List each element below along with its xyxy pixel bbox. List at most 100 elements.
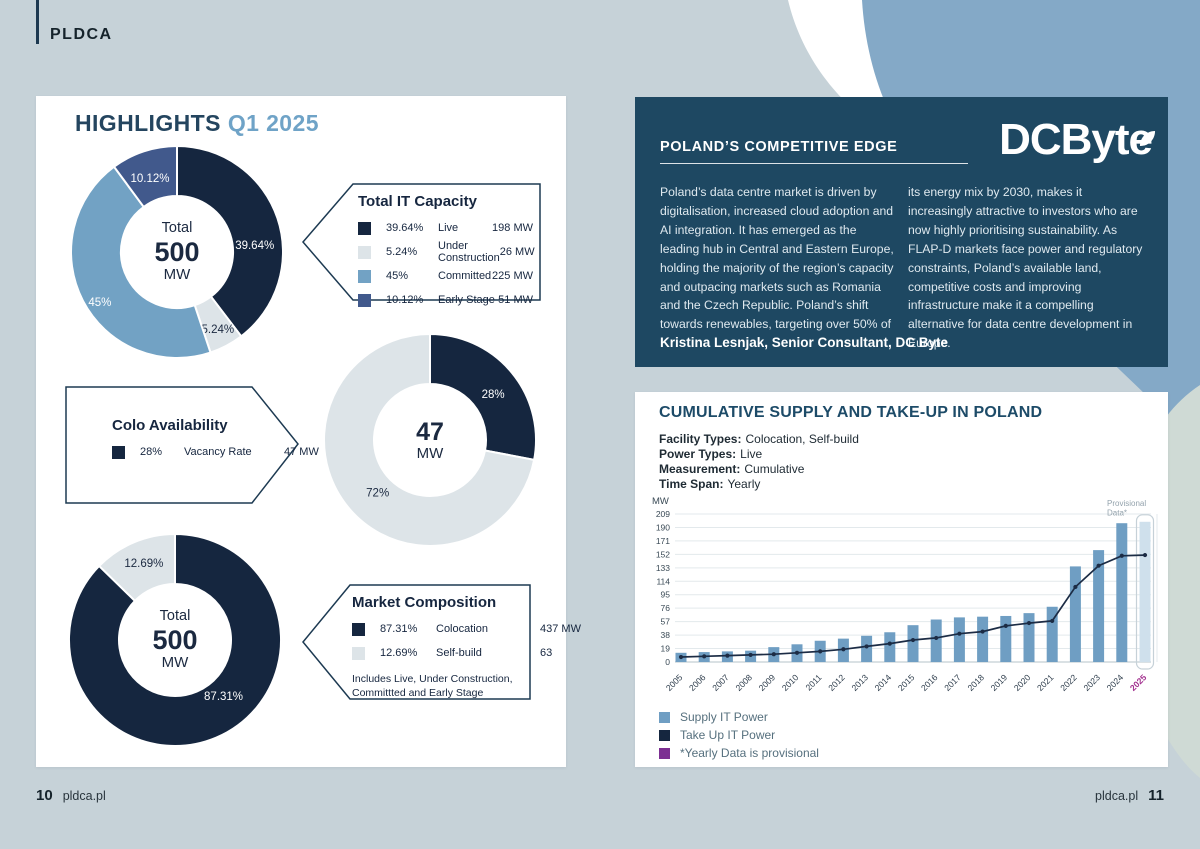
legend-name: Early Stage	[438, 294, 495, 306]
legend-row: 87.31% Colocation 437 MW	[352, 617, 581, 641]
meta-time-span: Time Span: Yearly	[659, 477, 859, 492]
pie-slice-label: 39.64%	[235, 240, 274, 252]
highlights-title: HIGHLIGHTS Q1 2025	[75, 110, 319, 137]
callout-note: Includes Live, Under Construction, Commi…	[352, 673, 513, 700]
donut-colo-availability: 28% 72% 47 MW	[322, 332, 538, 548]
chart-legend-row: Take Up IT Power	[659, 726, 819, 744]
legend-swatch	[358, 269, 371, 283]
donut-colo-availability-svg: 28% 72%	[323, 332, 537, 547]
y-tick-label: 95	[661, 590, 671, 600]
legend-percent: 28%	[140, 446, 163, 458]
x-tick-label: 2012	[826, 672, 847, 693]
legend-mw: 63	[540, 647, 553, 659]
chart-legend-label: Take Up IT Power	[680, 728, 776, 742]
legend-mw: 26 MW	[499, 246, 535, 258]
total-it-capacity-box: Total IT Capacity 39.64% Live 198 MW 5.24% U…	[300, 178, 543, 307]
y-tick-label: 57	[661, 617, 671, 627]
callout-title: Total IT Capacity	[358, 193, 477, 210]
pie-slice	[70, 165, 212, 359]
y-tick-label: 171	[656, 536, 670, 546]
x-tick-label: 2007	[710, 672, 731, 693]
x-tick-label: 2018	[965, 672, 986, 693]
supply-chart-filters: Facility Types: Colocation, Self-build Po…	[659, 432, 859, 492]
meta-power-types: Power Types: Live	[659, 447, 859, 462]
x-tick-label: 2005	[664, 672, 685, 693]
takeup-point	[1003, 623, 1008, 628]
takeup-point	[1073, 584, 1078, 590]
legend-name: Under Construction	[438, 240, 500, 264]
y-tick-label: 114	[656, 576, 670, 586]
takeup-point	[702, 654, 707, 659]
legend-row: 39.64% Live 198 MW	[358, 216, 533, 240]
legend-percent: 39.64%	[386, 222, 424, 234]
pie-slice-label: 87.31%	[204, 691, 243, 703]
takeup-point	[1142, 552, 1148, 558]
supply-bar	[1000, 615, 1012, 662]
site-link-right[interactable]: pldca.pl	[1095, 789, 1139, 803]
meta-value: Cumulative	[744, 462, 805, 476]
donut-market-composition: 87.31% 12.69% Total 500 MW	[67, 532, 283, 748]
legend-name: Live	[438, 222, 459, 234]
pie-slice	[97, 532, 176, 603]
x-tick-label: 2015	[896, 672, 917, 693]
supply-bar	[1116, 523, 1128, 662]
cumulative-supply-card: CUMULATIVE SUPPLY AND TAKE-UP IN POLAND …	[635, 392, 1168, 767]
market-composition-box: Market Composition 87.31% Colocation 437 M…	[300, 582, 581, 702]
donut-market-composition-svg: 87.31% 12.69%	[68, 532, 282, 747]
y-tick-label: 133	[656, 563, 670, 573]
pie-slice-label: 28%	[482, 389, 505, 401]
legend-percent: 87.31%	[380, 623, 418, 635]
x-tick-label: 2006	[687, 672, 708, 693]
edge-paragraph-col1: Poland’s data centre market is driven by…	[660, 185, 894, 332]
chart-legend-row: Supply IT Power	[659, 708, 819, 726]
meta-facility-types: Facility Types: Colocation, Self-build	[659, 432, 859, 447]
takeup-point	[748, 652, 753, 658]
takeup-point	[887, 641, 892, 646]
y-tick-label: 19	[661, 644, 671, 654]
edge-card-title: POLAND’S COMPETITIVE EDGE	[660, 139, 898, 155]
y-tick-label: 209	[656, 509, 670, 519]
callout-title: Market Composition	[352, 594, 497, 611]
x-tick-label: 2022	[1058, 672, 1079, 693]
provisional-annotation: Provisional Data*	[1107, 499, 1146, 518]
meta-label: Power Types:	[659, 447, 737, 461]
chart-legend-swatch	[659, 729, 670, 741]
meta-value: Colocation, Self-build	[745, 432, 859, 446]
supply-bar	[1046, 606, 1058, 662]
meta-value: Live	[740, 447, 763, 461]
footer-right: pldca.pl 11	[1095, 787, 1164, 804]
legend-row: 5.24% Under Construction 26 MW	[358, 240, 535, 264]
x-tick-label: 2020	[1012, 672, 1033, 693]
y-tick-label: 0	[665, 657, 670, 667]
takeup-point	[678, 654, 684, 660]
x-tick-label: 2016	[919, 672, 940, 693]
site-link-left[interactable]: pldca.pl	[62, 789, 106, 803]
legend-mw: 51 MW	[498, 294, 533, 306]
takeup-point	[794, 650, 800, 655]
donut-total-it-capacity: 39.64% 5.24% 45% 10.12% Total 500 MW	[69, 144, 285, 360]
x-tick-label: 2017	[942, 672, 963, 693]
brand-accent-line	[36, 0, 39, 44]
legend-mw: 47 MW	[284, 446, 319, 458]
supply-bar	[977, 616, 989, 662]
leaf-icon	[1139, 108, 1156, 158]
pie-slice	[68, 532, 282, 747]
takeup-point	[1026, 620, 1032, 626]
page-number-right: 11	[1148, 787, 1164, 804]
edge-title-underline	[660, 163, 968, 164]
brand-logo-text: PLDCA	[50, 26, 113, 43]
legend-row: 28% Vacancy Rate 47 MW	[112, 440, 319, 464]
takeup-point	[957, 631, 962, 636]
supply-bar	[1139, 521, 1151, 662]
callout-content: Market Composition 87.31% Colocation 437 M…	[352, 594, 581, 700]
page-number-left: 10	[36, 787, 53, 804]
legend-name: Self-build	[436, 647, 482, 659]
x-tick-label: 2010	[780, 672, 801, 693]
meta-value: Yearly	[727, 477, 761, 491]
callout-shape-right-arrow	[65, 386, 299, 504]
y-tick-label: 38	[661, 630, 671, 640]
takeup-point	[1050, 618, 1055, 624]
supply-chart-legend: Supply IT Power Take Up IT Power *Yearly D…	[659, 708, 819, 762]
takeup-point	[771, 652, 776, 657]
supply-bar	[884, 632, 896, 662]
